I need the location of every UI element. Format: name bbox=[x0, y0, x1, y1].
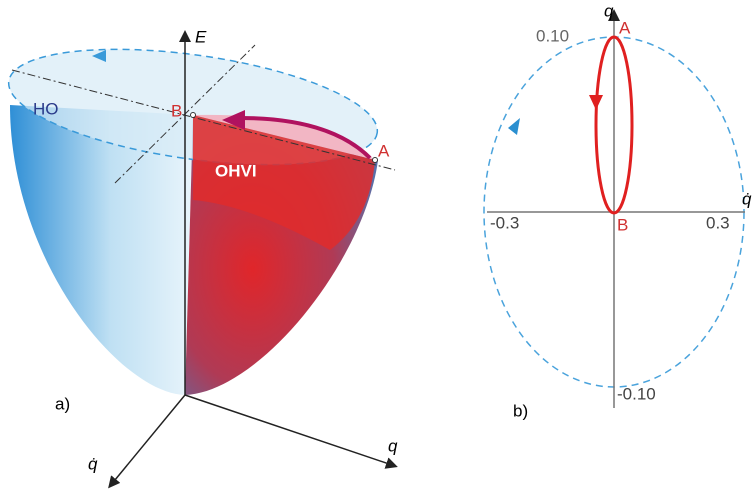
point-b-dot bbox=[191, 113, 196, 118]
panel-b: q A 0.10 B -0.3 0.3 q̇ -0.10 b) bbox=[484, 1, 752, 420]
panel-label: b) bbox=[513, 401, 528, 420]
region-label: OHVI bbox=[215, 161, 257, 180]
point-label: B bbox=[171, 101, 182, 120]
point-label: A bbox=[378, 141, 390, 160]
tick-label: 0.10 bbox=[536, 26, 569, 45]
tick-label: -0.10 bbox=[617, 384, 656, 403]
axis-label: q̇ bbox=[88, 454, 98, 473]
axis-label: q bbox=[388, 436, 398, 455]
ohvi-arrowhead bbox=[589, 95, 603, 110]
tick-label: 0.3 bbox=[706, 213, 730, 232]
axis-label: E bbox=[195, 27, 207, 46]
ho-arrowhead bbox=[508, 118, 520, 135]
point-a-dot bbox=[373, 158, 378, 163]
panel-label: a) bbox=[55, 394, 70, 413]
tick-label: -0.3 bbox=[490, 213, 519, 232]
figure: E HO B OHVI A a) q q̇ q A 0.10 B -0.3 0.… bbox=[0, 0, 755, 492]
axis-qdot bbox=[110, 395, 185, 486]
axis-label: q bbox=[604, 1, 614, 20]
region-label: HO bbox=[33, 99, 59, 118]
panel-a: E HO B OHVI A a) q q̇ bbox=[2, 27, 398, 486]
axis-label: q̇ bbox=[742, 189, 752, 208]
point-label: A bbox=[619, 18, 631, 37]
point-label: B bbox=[617, 215, 628, 234]
axis-q bbox=[185, 395, 395, 466]
